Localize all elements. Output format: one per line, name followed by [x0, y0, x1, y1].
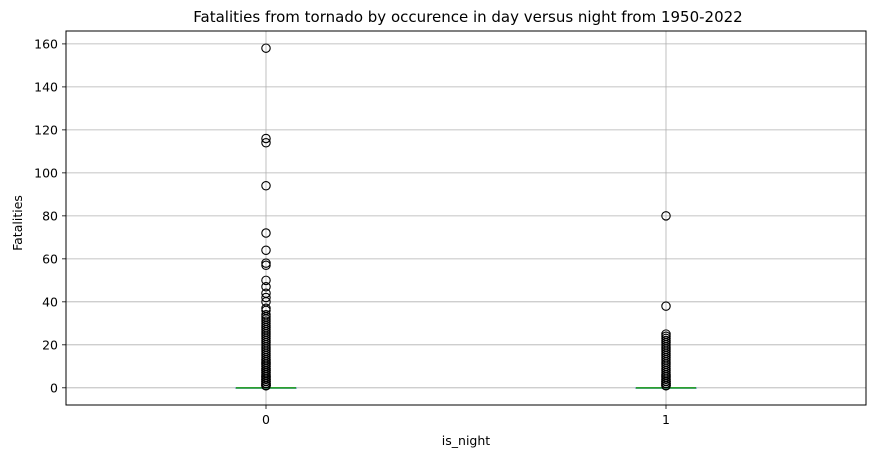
outlier-point: [661, 329, 671, 339]
outlier-point: [261, 292, 271, 303]
outlier-point: [261, 181, 271, 191]
y-axis-label: Fatalities: [10, 195, 25, 251]
chart-title: Fatalities from tornado by occurence in …: [193, 8, 742, 26]
plot-frame: [65, 30, 867, 406]
y-tick-label: 160: [34, 36, 58, 51]
outlier-point: [261, 303, 271, 314]
outlier-point: [261, 282, 271, 292]
y-tick-label: 20: [42, 337, 58, 352]
x-tick-label: 0: [262, 412, 270, 427]
grid-layer: [66, 31, 866, 405]
y-tick-label: 120: [34, 122, 58, 137]
outlier-point: [261, 288, 271, 298]
outlier-point: [261, 275, 271, 286]
y-tick-label: 0: [50, 380, 58, 395]
y-tick-label: 60: [42, 251, 58, 266]
outlier-point: [261, 245, 271, 255]
outlier-point: [261, 258, 271, 268]
y-tick-label: 140: [34, 79, 58, 94]
outlier-point: [261, 133, 271, 144]
axis-layer: 0 20 40 60 80 100 120 140 160 0 1: [34, 30, 867, 427]
y-tick-label: 80: [42, 208, 58, 223]
x-axis-label: is_night: [442, 433, 490, 448]
y-tick-label: 100: [34, 165, 58, 180]
outlier-point: [661, 211, 671, 221]
x-tick-label: 1: [662, 412, 670, 427]
outlier-layer: [261, 43, 671, 391]
outlier-point: [261, 138, 271, 148]
y-tick-label: 40: [42, 294, 58, 309]
outlier-point: [261, 309, 271, 320]
outlier-point: [261, 43, 271, 53]
outlier-point: [661, 301, 671, 311]
outlier-point: [261, 228, 271, 238]
